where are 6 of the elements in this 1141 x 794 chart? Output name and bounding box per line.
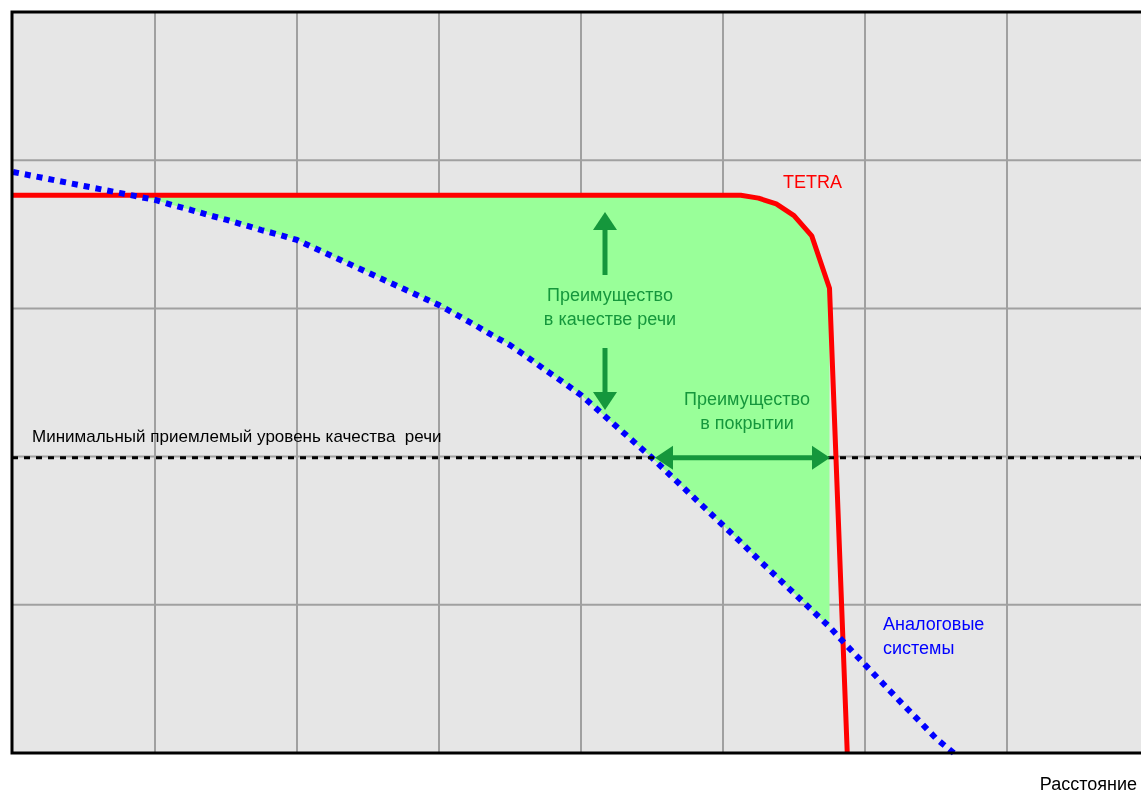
x-axis-title: Расстояние xyxy=(1039,774,1137,794)
series-label: Аналоговые системы xyxy=(883,614,985,658)
series-label: TETRA xyxy=(783,172,843,192)
ref-line-label: Минимальный приемлемый уровень качества речи xyxy=(32,426,442,446)
annotation: Преимущество в качестве речи xyxy=(543,285,677,329)
annotation: Преимущество в покрытии xyxy=(684,389,810,433)
